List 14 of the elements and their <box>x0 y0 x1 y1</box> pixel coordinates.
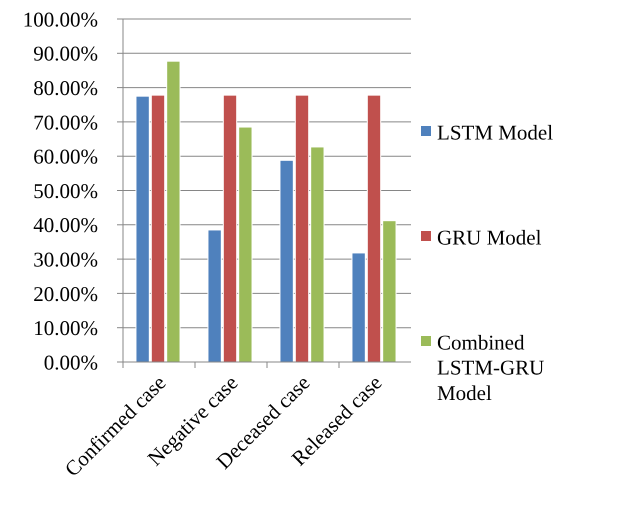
y-tick-label: 100.00% <box>22 7 98 32</box>
y-tick-label: 50.00% <box>33 178 98 203</box>
y-tick-label: 80.00% <box>33 76 98 100</box>
y-tick-label: 90.00% <box>33 42 98 66</box>
y-tick-label: 70.00% <box>33 110 98 134</box>
legend-label: GRU Model <box>437 225 542 250</box>
y-tick-label: 20.00% <box>33 282 98 306</box>
y-tick-label: 0.00% <box>44 350 98 374</box>
y-tick-label: 60.00% <box>33 144 98 169</box>
y-tick-label: 10.00% <box>33 316 98 340</box>
legend-label: Combined LSTM-GRU Model <box>437 330 544 405</box>
y-tick-label: 40.00% <box>33 213 98 238</box>
legend-label: LSTM Model <box>437 120 554 144</box>
y-tick-label: 30.00% <box>33 247 98 272</box>
